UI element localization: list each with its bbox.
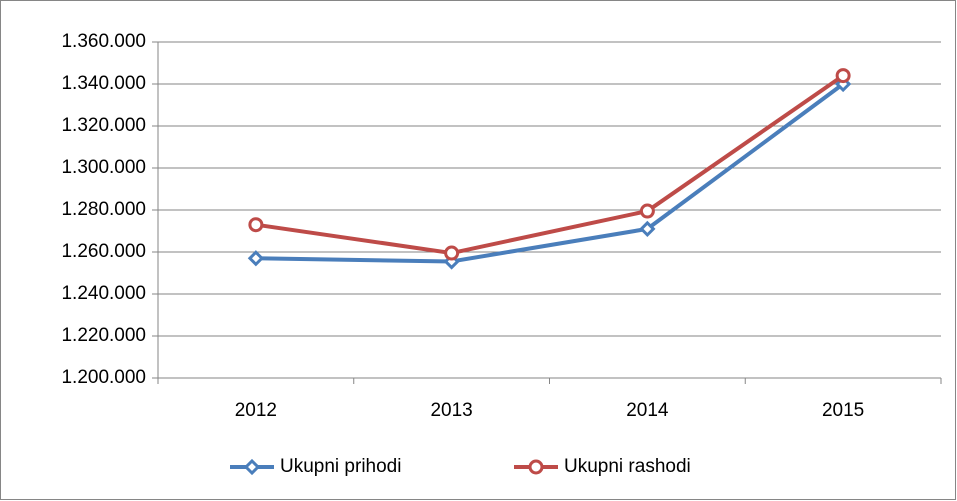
data-point <box>639 220 656 238</box>
series-line <box>255 73 845 256</box>
y-tick-label: 1.280.000 <box>61 199 146 220</box>
y-tick-label: 1.220.000 <box>61 325 146 346</box>
x-tick-label: 2014 <box>626 400 669 421</box>
legend-label: Ukupni prihodi <box>280 456 401 477</box>
y-tick-label: 1.360.000 <box>61 31 146 52</box>
y-tick-label: 1.300.000 <box>61 157 146 178</box>
y-tick-label: 1.320.000 <box>61 115 146 136</box>
data-point <box>444 245 460 261</box>
y-tick-label: 1.260.000 <box>61 241 146 262</box>
legend-marker <box>528 459 544 475</box>
data-point <box>247 250 264 267</box>
series-line <box>255 82 845 264</box>
x-tick-label: 2012 <box>235 400 277 421</box>
y-tick-label: 1.240.000 <box>61 283 146 304</box>
x-tick-label: 2015 <box>822 400 864 421</box>
legend-marker <box>243 458 261 476</box>
data-point <box>835 68 851 84</box>
data-point <box>639 203 655 219</box>
y-tick-label: 1.340.000 <box>61 73 146 94</box>
y-tick-label: 1.200.000 <box>61 367 146 388</box>
x-tick-label: 2013 <box>430 400 472 421</box>
data-point <box>248 217 264 233</box>
legend-label: Ukupni rashodi <box>564 456 691 477</box>
